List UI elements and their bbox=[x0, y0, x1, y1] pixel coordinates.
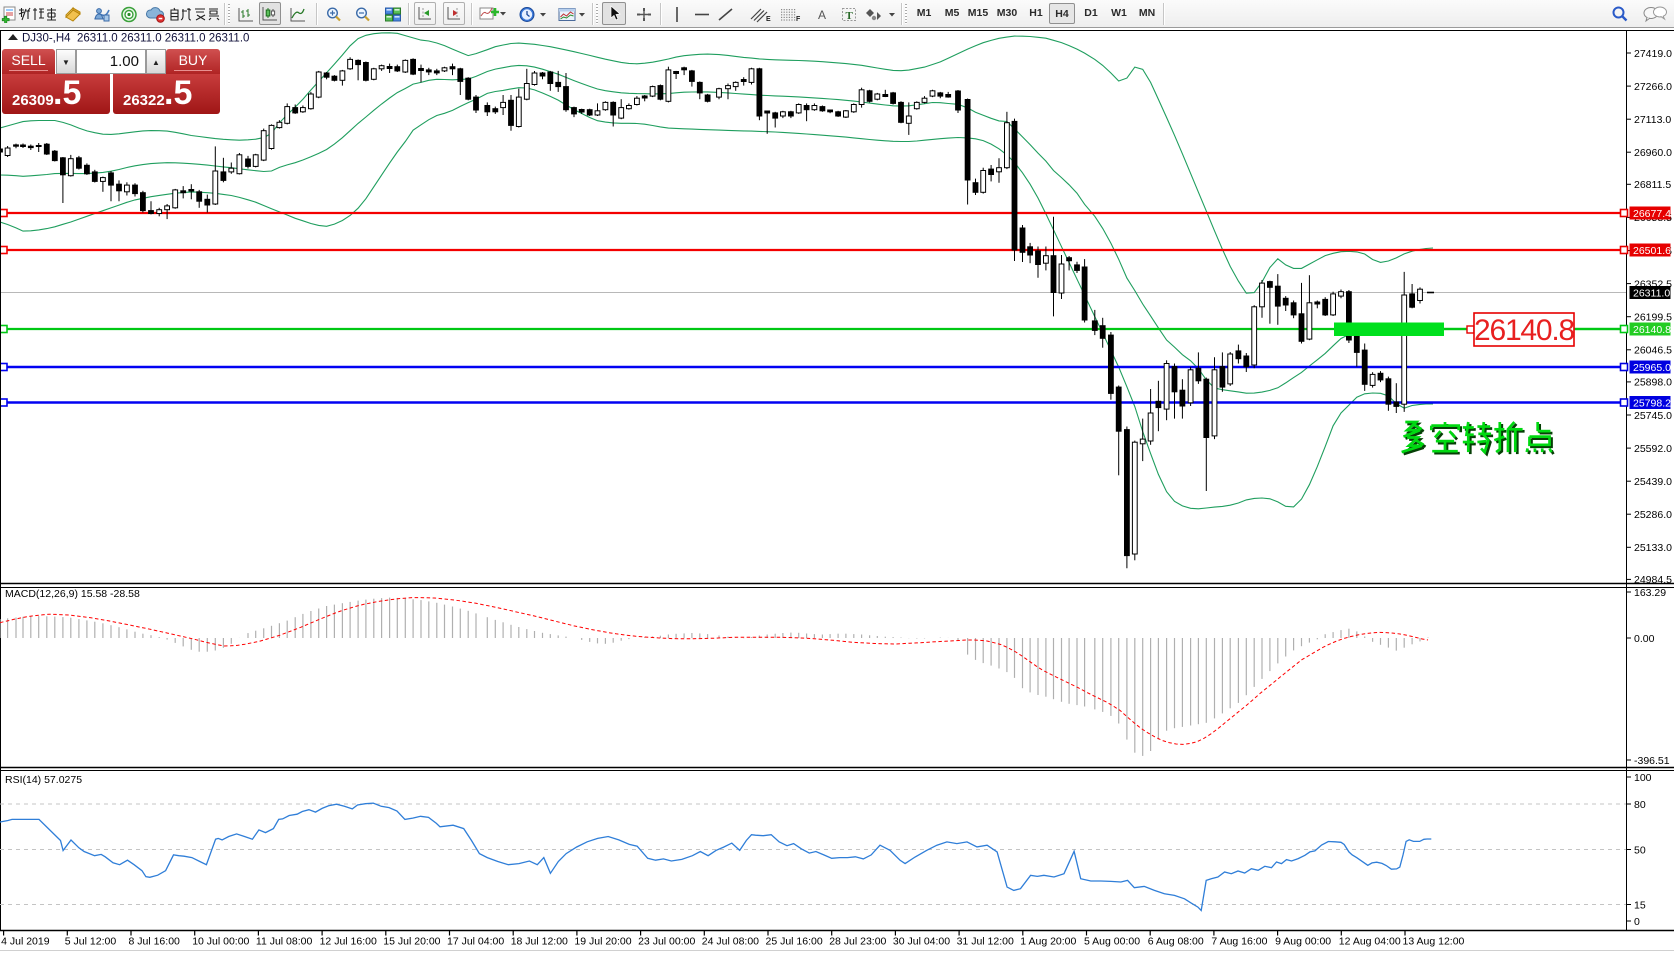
svg-text:26811.5: 26811.5 bbox=[1634, 179, 1671, 191]
svg-text:17 Jul 04:00: 17 Jul 04:00 bbox=[447, 936, 504, 948]
svg-text:26311.0: 26311.0 bbox=[1633, 288, 1670, 300]
svg-text:12 Jul 16:00: 12 Jul 16:00 bbox=[320, 936, 377, 948]
svg-text:27419.0: 27419.0 bbox=[1634, 48, 1672, 60]
svg-text:12 Aug 04:00: 12 Aug 04:00 bbox=[1339, 936, 1401, 948]
svg-text:F: F bbox=[796, 16, 801, 23]
svg-text:25965.0: 25965.0 bbox=[1633, 362, 1671, 374]
svg-text:19 Jul 20:00: 19 Jul 20:00 bbox=[574, 936, 631, 948]
svg-text:E: E bbox=[766, 16, 771, 23]
svg-text:T: T bbox=[846, 10, 854, 22]
svg-text:25 Jul 16:00: 25 Jul 16:00 bbox=[766, 936, 823, 948]
svg-text:25439.0: 25439.0 bbox=[1634, 476, 1672, 488]
svg-text:28 Jul 23:00: 28 Jul 23:00 bbox=[829, 936, 886, 948]
svg-text:50: 50 bbox=[1634, 844, 1646, 856]
svg-text:27266.0: 27266.0 bbox=[1634, 81, 1672, 93]
svg-text:0.00: 0.00 bbox=[1634, 633, 1655, 645]
svg-text:25898.0: 25898.0 bbox=[1634, 377, 1672, 389]
svg-text:26140.8: 26140.8 bbox=[1633, 324, 1671, 336]
svg-text:26501.6: 26501.6 bbox=[1633, 245, 1671, 257]
svg-text:26677.4: 26677.4 bbox=[1633, 208, 1671, 220]
svg-text:26960.0: 26960.0 bbox=[1634, 147, 1672, 159]
svg-text:9 Aug 00:00: 9 Aug 00:00 bbox=[1275, 936, 1331, 948]
svg-text:5 Aug 00:00: 5 Aug 00:00 bbox=[1084, 936, 1140, 948]
svg-text:31 Jul 12:00: 31 Jul 12:00 bbox=[957, 936, 1014, 948]
svg-text:7 Aug 16:00: 7 Aug 16:00 bbox=[1211, 936, 1267, 948]
svg-text:25745.0: 25745.0 bbox=[1634, 410, 1672, 422]
svg-text:80: 80 bbox=[1634, 799, 1646, 811]
svg-text:15 Jul 20:00: 15 Jul 20:00 bbox=[383, 936, 440, 948]
svg-text:24984.5: 24984.5 bbox=[1634, 574, 1672, 586]
svg-text:1 Aug 20:00: 1 Aug 20:00 bbox=[1020, 936, 1076, 948]
svg-text:26199.5: 26199.5 bbox=[1634, 312, 1672, 324]
svg-text:27113.0: 27113.0 bbox=[1634, 114, 1671, 126]
svg-text:RSI(14) 57.0275: RSI(14) 57.0275 bbox=[5, 774, 82, 786]
svg-text:A: A bbox=[818, 8, 826, 22]
svg-text:11 Jul 08:00: 11 Jul 08:00 bbox=[256, 936, 313, 948]
svg-text:30 Jul 04:00: 30 Jul 04:00 bbox=[893, 936, 950, 948]
svg-text:100: 100 bbox=[1634, 772, 1652, 784]
svg-text:163.29: 163.29 bbox=[1634, 587, 1666, 599]
svg-text:18 Jul 12:00: 18 Jul 12:00 bbox=[511, 936, 568, 948]
svg-text:25133.0: 25133.0 bbox=[1634, 542, 1672, 554]
svg-text:4 Jul 2019: 4 Jul 2019 bbox=[1, 936, 50, 948]
svg-text:-396.51: -396.51 bbox=[1634, 755, 1670, 767]
svg-text:15: 15 bbox=[1634, 899, 1646, 911]
svg-text:25286.0: 25286.0 bbox=[1634, 509, 1672, 521]
svg-text:24 Jul 08:00: 24 Jul 08:00 bbox=[702, 936, 759, 948]
svg-text:23 Jul 00:00: 23 Jul 00:00 bbox=[638, 936, 695, 948]
svg-text:5 Jul 12:00: 5 Jul 12:00 bbox=[65, 936, 117, 948]
svg-text:0: 0 bbox=[1634, 916, 1640, 928]
svg-text:MACD(12,26,9) 15.58 -28.58: MACD(12,26,9) 15.58 -28.58 bbox=[5, 588, 140, 600]
svg-text:6 Aug 08:00: 6 Aug 08:00 bbox=[1148, 936, 1204, 948]
svg-text:13 Aug 12:00: 13 Aug 12:00 bbox=[1403, 936, 1465, 948]
svg-text:26046.5: 26046.5 bbox=[1634, 345, 1672, 357]
svg-text:25798.2: 25798.2 bbox=[1633, 398, 1671, 410]
svg-text:10 Jul 00:00: 10 Jul 00:00 bbox=[192, 936, 249, 948]
svg-text:8 Jul 16:00: 8 Jul 16:00 bbox=[129, 936, 181, 948]
svg-text:DJ30-,H4 26311.0 26311.0 2631: DJ30-,H4 26311.0 26311.0 26311.0 26311.0 bbox=[22, 33, 249, 45]
svg-text:26140.8: 26140.8 bbox=[1474, 314, 1575, 347]
svg-text:25592.0: 25592.0 bbox=[1634, 443, 1672, 455]
